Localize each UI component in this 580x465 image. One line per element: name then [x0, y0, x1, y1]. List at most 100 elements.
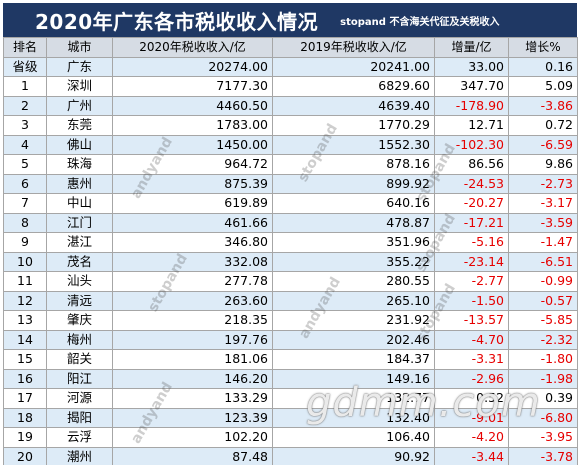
title-note: stopand 不含海关代征及关税收入: [340, 16, 500, 28]
cell-growth: -1.98: [508, 368, 578, 389]
table-row: 18 揭阳 123.39 132.40 -9.01 -6.80: [3, 407, 578, 428]
header-revenue-2020: 2020年税收收入/亿: [112, 37, 273, 58]
cell-rank: 3: [3, 115, 47, 136]
cell-increment: -2.96: [434, 368, 509, 389]
cell-increment: -4.70: [434, 329, 509, 350]
cell-rank: 11: [3, 271, 47, 292]
cell-growth: -0.99: [508, 271, 578, 292]
cell-revenue-2019: 265.10: [272, 290, 435, 311]
cell-revenue-2019: 90.92: [272, 446, 435, 465]
cell-growth: -0.57: [508, 290, 578, 311]
cell-revenue-2020: 181.06: [112, 349, 273, 370]
cell-growth: -3.59: [508, 212, 578, 233]
cell-revenue-2019: 20241.00: [272, 56, 435, 77]
cell-revenue-2019: 1552.30: [272, 134, 435, 155]
cell-city: 广东: [46, 56, 113, 77]
cell-rank: 17: [3, 388, 47, 409]
header-revenue-2019: 2019年税收收入/亿: [272, 37, 435, 58]
cell-growth: 0.16: [508, 56, 578, 77]
cell-growth: 9.86: [508, 154, 578, 175]
cell-city: 珠海: [46, 154, 113, 175]
cell-revenue-2020: 1450.00: [112, 134, 273, 155]
table-row: 14 梅州 197.76 202.46 -4.70 -2.32: [3, 329, 578, 350]
cell-rank: 8: [3, 212, 47, 233]
cell-revenue-2020: 461.66: [112, 212, 273, 233]
table-row: 13 肇庆 218.35 231.92 -13.57 -5.85: [3, 310, 578, 331]
table-row: 10 茂名 332.08 355.22 -23.14 -6.51: [3, 251, 578, 272]
cell-increment: 12.71: [434, 115, 509, 136]
cell-increment: -17.21: [434, 212, 509, 233]
cell-rank: 13: [3, 310, 47, 331]
table-row: 12 清远 263.60 265.10 -1.50 -0.57: [3, 290, 578, 311]
cell-revenue-2020: 133.29: [112, 388, 273, 409]
cell-revenue-2020: 20274.00: [112, 56, 273, 77]
cell-city: 云浮: [46, 427, 113, 448]
cell-increment: 347.70: [434, 76, 509, 97]
cell-increment: 86.56: [434, 154, 509, 175]
table-body: 省级 广东 20274.00 20241.00 33.00 0.16 1 深圳 7177.30 6…: [3, 56, 578, 465]
cell-city: 汕头: [46, 271, 113, 292]
cell-increment: -9.01: [434, 407, 509, 428]
cell-growth: -3.95: [508, 427, 578, 448]
cell-growth: -1.47: [508, 232, 578, 253]
cell-rank: 6: [3, 173, 47, 194]
cell-revenue-2020: 277.78: [112, 271, 273, 292]
table-header-row: 排名 城市 2020年税收收入/亿 2019年税收收入/亿 增量/亿 增长%: [3, 37, 578, 58]
table-row: 3 东莞 1783.00 1770.29 12.71 0.72: [3, 115, 578, 136]
cell-growth: -6.80: [508, 407, 578, 428]
cell-revenue-2020: 123.39: [112, 407, 273, 428]
cell-city: 韶关: [46, 349, 113, 370]
cell-revenue-2019: 1770.29: [272, 115, 435, 136]
cell-rank: 2: [3, 95, 47, 116]
cell-growth: -2.32: [508, 329, 578, 350]
table-row: 6 惠州 875.39 899.92 -24.53 -2.73: [3, 173, 578, 194]
cell-revenue-2020: 964.72: [112, 154, 273, 175]
cell-rank: 15: [3, 349, 47, 370]
tax-revenue-table: 排名 城市 2020年税收收入/亿 2019年税收收入/亿 增量/亿 增长% 省…: [3, 37, 578, 465]
cell-city: 深圳: [46, 76, 113, 97]
cell-increment: -102.30: [434, 134, 509, 155]
table-row: 15 韶关 181.06 184.37 -3.31 -1.80: [3, 349, 578, 370]
cell-rank: 19: [3, 427, 47, 448]
cell-rank: 4: [3, 134, 47, 155]
cell-rank: 7: [3, 193, 47, 214]
cell-revenue-2020: 218.35: [112, 310, 273, 331]
cell-growth: -6.51: [508, 251, 578, 272]
table-row: 19 云浮 102.20 106.40 -4.20 -3.95: [3, 427, 578, 448]
cell-revenue-2020: 146.20: [112, 368, 273, 389]
cell-revenue-2019: 280.55: [272, 271, 435, 292]
cell-rank: 16: [3, 368, 47, 389]
cell-revenue-2019: 132.40: [272, 407, 435, 428]
cell-rank: 20: [3, 446, 47, 465]
table-row: 17 河源 133.29 132.77 0.52 0.39: [3, 388, 578, 409]
cell-revenue-2019: 899.92: [272, 173, 435, 194]
cell-increment: -3.31: [434, 349, 509, 370]
cell-growth: -6.59: [508, 134, 578, 155]
cell-increment: -4.20: [434, 427, 509, 448]
cell-city: 湛江: [46, 232, 113, 253]
cell-rank: 5: [3, 154, 47, 175]
cell-city: 惠州: [46, 173, 113, 194]
cell-city: 揭阳: [46, 407, 113, 428]
title-bar: 2020年广东各市税收收入情况 stopand 不含海关代征及关税收入: [3, 3, 577, 37]
table-row: 4 佛山 1450.00 1552.30 -102.30 -6.59: [3, 134, 578, 155]
cell-increment: -3.44: [434, 446, 509, 465]
cell-rank: 14: [3, 329, 47, 350]
cell-revenue-2019: 4639.40: [272, 95, 435, 116]
cell-city: 肇庆: [46, 310, 113, 331]
cell-increment: 0.52: [434, 388, 509, 409]
cell-revenue-2020: 7177.30: [112, 76, 273, 97]
cell-increment: -20.27: [434, 193, 509, 214]
cell-rank: 1: [3, 76, 47, 97]
cell-city: 清远: [46, 290, 113, 311]
cell-increment: -23.14: [434, 251, 509, 272]
cell-city: 河源: [46, 388, 113, 409]
cell-rank: 12: [3, 290, 47, 311]
header-city: 城市: [46, 37, 113, 58]
cell-revenue-2019: 878.16: [272, 154, 435, 175]
cell-city: 茂名: [46, 251, 113, 272]
table-row: 7 中山 619.89 640.16 -20.27 -3.17: [3, 193, 578, 214]
cell-rank: 18: [3, 407, 47, 428]
cell-revenue-2020: 102.20: [112, 427, 273, 448]
cell-city: 东莞: [46, 115, 113, 136]
